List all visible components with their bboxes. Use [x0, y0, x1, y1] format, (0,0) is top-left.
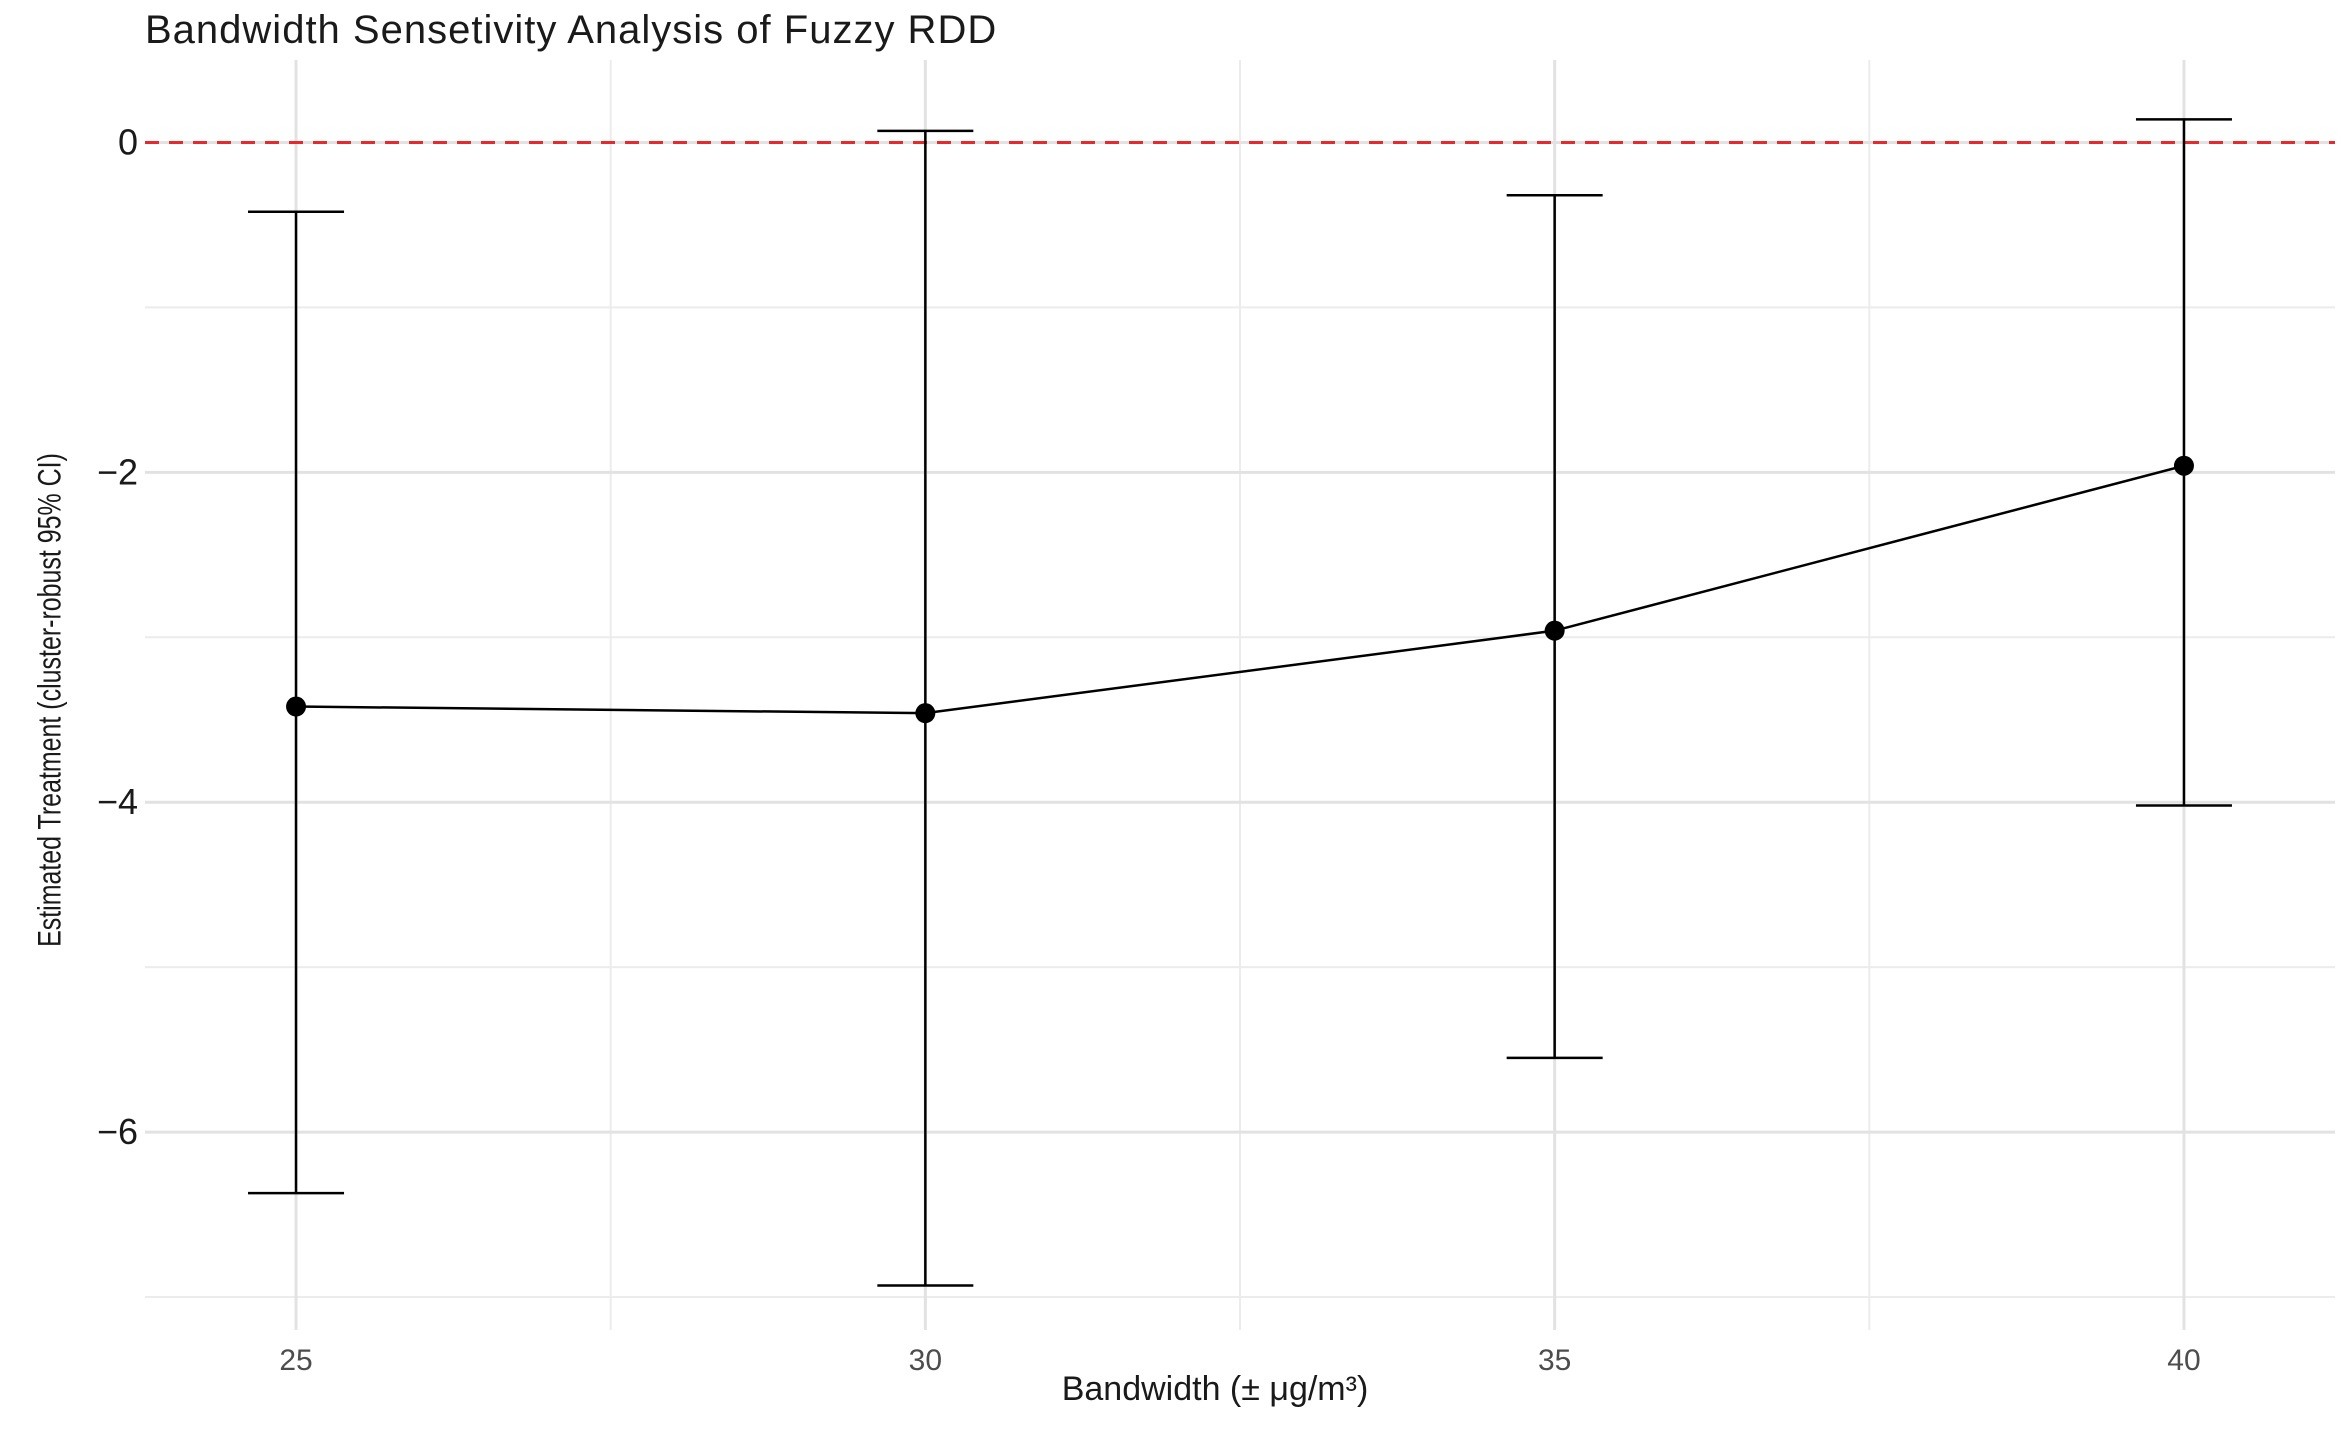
x-tick-label: 30 — [909, 1344, 942, 1377]
estimate-point — [286, 696, 307, 717]
y-tick-label: 0 — [118, 121, 138, 162]
estimate-line — [296, 464, 2185, 715]
estimate-point — [1544, 620, 1565, 641]
x-tick-label: 35 — [1538, 1344, 1571, 1377]
y-tick-label: −2 — [97, 451, 138, 492]
y-axis-label: Estimated Treatment (cluster-robust 95% … — [31, 453, 68, 947]
x-tick-label: 40 — [2167, 1344, 2200, 1377]
chart-title: Bandwidth Sensetivity Analysis of Fuzzy … — [145, 8, 998, 52]
x-tick-label: 25 — [279, 1344, 312, 1377]
x-axis-label: Bandwidth (± μg/m³) — [1061, 1370, 1369, 1408]
y-tick-label: −6 — [97, 1111, 138, 1152]
estimate-point — [2173, 455, 2194, 476]
y-tick-label: −4 — [97, 781, 138, 822]
estimate-point — [915, 703, 936, 724]
